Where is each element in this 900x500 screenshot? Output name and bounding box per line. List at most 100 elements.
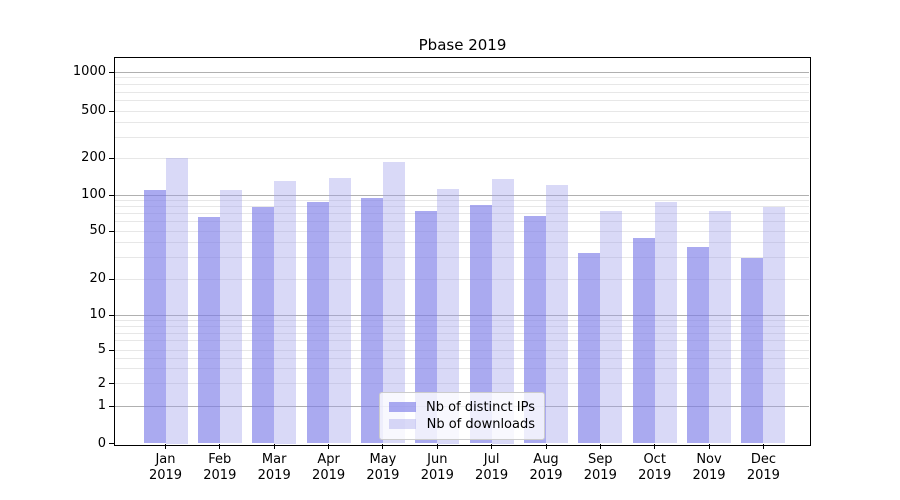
gridline-minor bbox=[115, 200, 809, 201]
x-tick bbox=[328, 444, 330, 449]
gridline-minor bbox=[115, 257, 809, 259]
bar-nb-of-distinct-ips-jun bbox=[415, 211, 438, 444]
x-tick-label: Sep 2019 bbox=[568, 452, 632, 484]
x-tick-year: 2019 bbox=[746, 468, 780, 483]
x-tick-label: Feb 2019 bbox=[188, 452, 252, 484]
bar-nb-of-distinct-ips-jul bbox=[469, 205, 492, 444]
x-tick-label: May 2019 bbox=[351, 452, 415, 484]
y-tick bbox=[109, 383, 114, 384]
bar-nb-of-downloads-may bbox=[382, 161, 405, 444]
bar-nb-of-distinct-ips-apr bbox=[306, 201, 329, 444]
gridline-minor bbox=[115, 340, 809, 342]
x-tick-label: Apr 2019 bbox=[297, 452, 361, 484]
x-tick bbox=[762, 444, 764, 449]
x-tick-month: Feb bbox=[208, 452, 232, 467]
y-tick-label: 500 bbox=[81, 103, 106, 118]
y-tick-label: 1 bbox=[97, 398, 106, 413]
x-tick-month: Jan bbox=[155, 452, 176, 467]
gridline-major bbox=[115, 314, 809, 316]
x-tick-month: Jun bbox=[427, 452, 448, 467]
gridline-minor bbox=[115, 332, 809, 334]
y-tick-label: 200 bbox=[81, 150, 106, 165]
gridline-minor bbox=[115, 368, 809, 370]
x-tick bbox=[436, 444, 438, 449]
legend-label-downloads: Nb of downloads bbox=[426, 416, 535, 432]
gridline-minor bbox=[115, 136, 809, 138]
plot-area bbox=[114, 57, 811, 446]
legend-swatch-distinct-ips bbox=[389, 402, 416, 412]
gridline-minor bbox=[115, 206, 809, 208]
bar-nb-of-downloads-jan bbox=[165, 158, 188, 444]
gridline-minor bbox=[115, 357, 809, 359]
bar-nb-of-downloads-jul bbox=[491, 179, 514, 444]
bar-nb-of-downloads-oct bbox=[654, 202, 677, 444]
gridline-minor bbox=[115, 213, 809, 214]
y-tick-label: 50 bbox=[89, 223, 106, 238]
x-tick-year: 2019 bbox=[257, 468, 291, 483]
x-tick-label: Mar 2019 bbox=[242, 452, 306, 484]
gridline-major bbox=[115, 194, 809, 196]
x-tick-label: Oct 2019 bbox=[623, 452, 687, 484]
x-tick-year: 2019 bbox=[583, 468, 617, 483]
gridline-minor bbox=[115, 91, 809, 93]
x-tick-month: Apr bbox=[317, 452, 340, 467]
bar-nb-of-distinct-ips-nov bbox=[687, 246, 709, 444]
y-tick bbox=[109, 71, 114, 73]
bar-nb-of-distinct-ips-jan bbox=[143, 189, 166, 444]
bar-nb-of-downloads-jun bbox=[437, 188, 460, 444]
gridline-minor bbox=[115, 100, 809, 102]
bar-nb-of-downloads-dec bbox=[763, 206, 786, 444]
bar-nb-of-downloads-feb bbox=[219, 189, 242, 444]
x-tick-month: May bbox=[369, 452, 397, 467]
x-tick-label: Aug 2019 bbox=[514, 452, 578, 484]
y-tick bbox=[109, 349, 114, 351]
y-tick bbox=[109, 443, 114, 444]
x-tick-label: Dec 2019 bbox=[731, 452, 795, 484]
bar-nb-of-distinct-ips-may bbox=[360, 197, 383, 444]
x-tick-month: Mar bbox=[261, 452, 287, 467]
x-tick-year: 2019 bbox=[638, 468, 672, 483]
x-tick bbox=[273, 444, 275, 449]
x-tick-year: 2019 bbox=[203, 468, 237, 483]
x-tick-year: 2019 bbox=[312, 468, 346, 483]
x-tick-month: Dec bbox=[750, 452, 776, 467]
gridline-minor bbox=[115, 221, 809, 222]
legend-item-downloads: Nb of downloads bbox=[389, 416, 535, 432]
x-tick-label: Jul 2019 bbox=[460, 452, 524, 484]
y-tick bbox=[109, 194, 114, 196]
bar-nb-of-downloads-aug bbox=[546, 184, 568, 444]
x-tick-month: Jul bbox=[483, 452, 500, 467]
chart-title: Pbase 2019 bbox=[418, 36, 507, 54]
bar-nb-of-distinct-ips-dec bbox=[741, 257, 764, 444]
legend: Nb of distinct IPs Nb of downloads bbox=[379, 392, 545, 440]
y-tick-label: 100 bbox=[81, 187, 106, 202]
gridline-minor bbox=[115, 278, 809, 280]
y-tick bbox=[109, 405, 114, 407]
legend-label-distinct-ips: Nb of distinct IPs bbox=[426, 399, 535, 415]
gridline-minor bbox=[115, 319, 809, 321]
gridline-minor bbox=[115, 230, 809, 232]
x-tick bbox=[708, 444, 710, 449]
y-tick bbox=[109, 157, 114, 159]
x-tick-year: 2019 bbox=[148, 468, 183, 483]
x-tick bbox=[491, 444, 493, 449]
x-tick-month: Nov bbox=[696, 452, 722, 467]
x-tick-label: Jun 2019 bbox=[405, 452, 469, 484]
bar-nb-of-distinct-ips-mar bbox=[252, 206, 275, 444]
x-tick-month: Oct bbox=[643, 452, 666, 467]
y-tick-label: 1000 bbox=[72, 64, 106, 79]
y-tick bbox=[109, 230, 114, 232]
gridline-major bbox=[115, 71, 809, 73]
y-tick-label: 20 bbox=[89, 271, 106, 286]
bar-nb-of-downloads-apr bbox=[328, 177, 351, 444]
x-tick-label: Jan 2019 bbox=[134, 452, 198, 484]
gridline-minor bbox=[115, 242, 809, 244]
x-tick-month: Sep bbox=[588, 452, 613, 467]
gridline-minor bbox=[115, 383, 809, 384]
y-tick-label: 2 bbox=[97, 375, 106, 391]
legend-swatch-downloads bbox=[389, 419, 416, 429]
gridline-minor bbox=[115, 349, 809, 351]
bar-nb-of-distinct-ips-aug bbox=[524, 215, 546, 444]
gridline-minor bbox=[115, 110, 809, 112]
